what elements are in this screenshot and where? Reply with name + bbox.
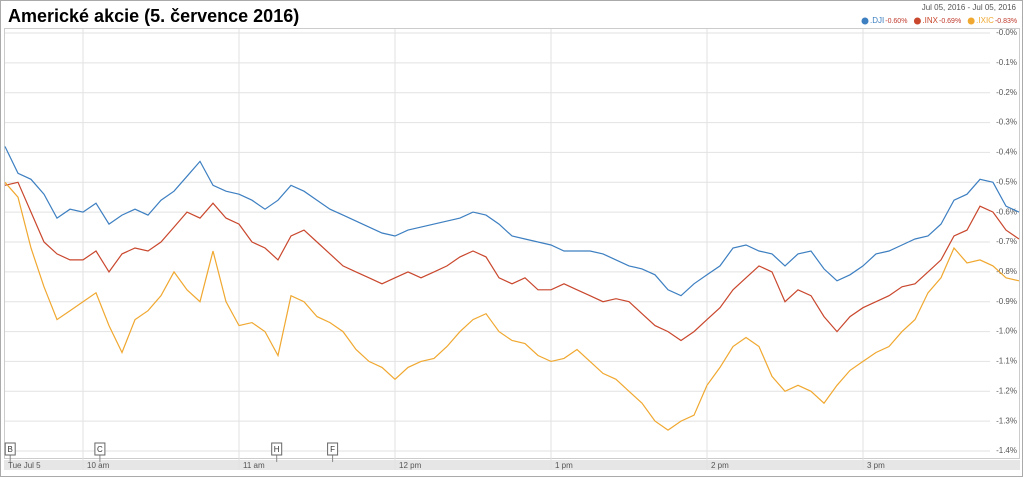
y-tick-label: -1.4%: [996, 446, 1017, 455]
x-tick-label: 11 am: [243, 461, 265, 470]
y-tick-label: -0.7%: [996, 237, 1017, 246]
legend-change: -0.69%: [939, 18, 961, 25]
flag-label: B: [8, 445, 13, 454]
date-range: Jul 05, 2016 - Jul 05, 2016: [922, 3, 1017, 12]
chart-title: Americké akcie (5. července 2016): [8, 6, 299, 26]
y-tick-label: -0.1%: [996, 58, 1017, 67]
y-tick-label: -1.0%: [996, 327, 1017, 336]
y-tick-label: -1.2%: [996, 386, 1017, 395]
legend-name: .DJI: [870, 16, 884, 25]
y-tick-label: -0.9%: [996, 297, 1017, 306]
flag-label: H: [274, 445, 280, 454]
flag-box: [271, 442, 283, 456]
legend-change: -0.83%: [995, 18, 1017, 25]
legend-change: -0.60%: [885, 18, 907, 25]
flag-box: [327, 442, 339, 456]
event-flag: C: [94, 442, 106, 462]
flag-box: [94, 442, 106, 456]
y-tick-label: -0.5%: [996, 177, 1017, 186]
legend-dot: [861, 17, 869, 25]
plot-frame: [4, 28, 1020, 459]
legend-dot: [913, 17, 921, 25]
x-tick-label: 10 am: [87, 461, 110, 470]
legend-name: .IXIC: [976, 16, 994, 25]
series-line: [4, 146, 1020, 297]
y-tick-label: -0.2%: [996, 88, 1017, 97]
series-line: [4, 181, 1020, 431]
flag-label: C: [97, 445, 103, 454]
flag-box: [4, 442, 16, 456]
legend-name: .INX: [922, 16, 938, 25]
x-axis-strip: [4, 460, 1020, 470]
y-tick-label: -0.0%: [996, 28, 1017, 37]
y-tick-label: -0.3%: [996, 118, 1017, 127]
y-tick-label: -1.1%: [996, 357, 1017, 366]
flag-label: F: [330, 445, 335, 454]
y-tick-label: -0.4%: [996, 148, 1017, 157]
x-tick-label: Tue Jul 5: [8, 461, 41, 470]
event-flag: B: [4, 442, 16, 462]
x-tick-label: 3 pm: [867, 461, 885, 470]
event-flag: F: [327, 442, 339, 462]
y-tick-label: -1.3%: [996, 416, 1017, 425]
x-tick-label: 1 pm: [555, 461, 573, 470]
x-tick-label: 12 pm: [399, 461, 422, 470]
x-tick-label: 2 pm: [711, 461, 729, 470]
legend-dot: [967, 17, 975, 25]
y-tick-label: -0.8%: [996, 267, 1017, 276]
series-line: [4, 181, 1020, 342]
y-tick-label: -0.6%: [996, 207, 1017, 216]
event-flag: H: [271, 442, 283, 462]
